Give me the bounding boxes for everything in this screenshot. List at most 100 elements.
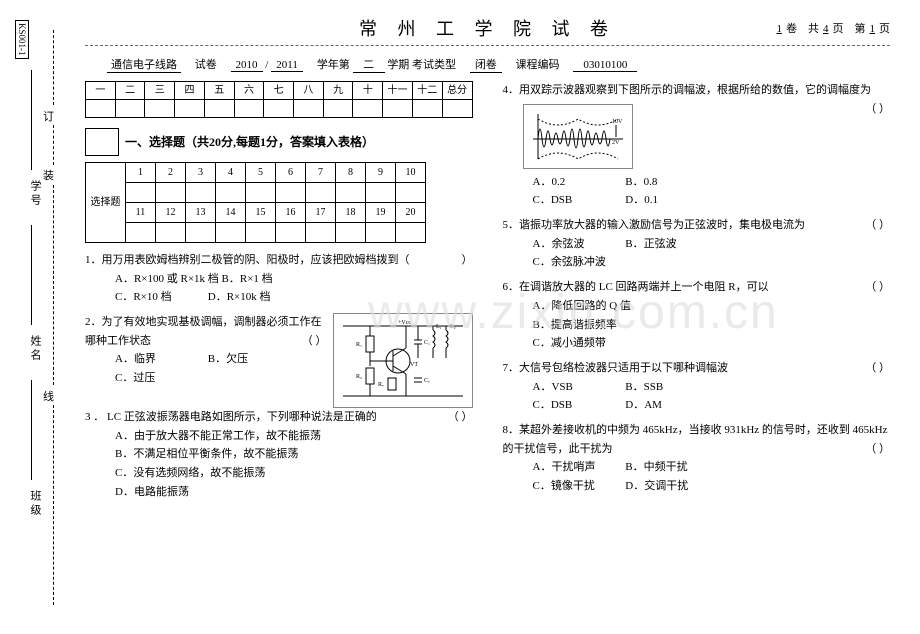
q5-optA: A．余弦波	[533, 235, 623, 254]
svg-text:Cₑ: Cₑ	[424, 378, 430, 384]
q8-optC: C．镜像干扰	[533, 477, 623, 496]
q6-optA: A．降低回路的 Q 值	[533, 297, 891, 316]
ding-label: 订	[43, 108, 54, 124]
question-6: 6．在调谐放大器的 LC 回路两端并上一个电阻 R，可以（ ） A．降低回路的 …	[503, 278, 891, 353]
q1-optC: C．R×10 档	[115, 288, 205, 307]
year-from: 2010	[231, 59, 263, 72]
choice-num: 13	[186, 203, 216, 223]
choice-table: 选择题 1 2 3 4 5 6 7 8 9 10 11 12 13	[85, 162, 426, 243]
choice-num: 8	[336, 163, 366, 183]
svg-text:VT: VT	[410, 362, 418, 368]
score-hdr: 五	[204, 82, 234, 100]
doc-code: KS001-1	[15, 20, 29, 59]
choice-num: 19	[366, 203, 396, 223]
q2-optA: A．临界	[115, 350, 205, 369]
choice-num: 1	[126, 163, 156, 183]
year-to: 2011	[271, 59, 303, 72]
binding-lines: 订 装 线 学 号 姓 名 班 级	[47, 30, 67, 604]
choice-num: 7	[306, 163, 336, 183]
question-4: 4．用双踪示波器观察到下图所示的调幅波，根据所给的数值，它的调幅度为（ ） 10…	[503, 81, 891, 210]
q1-text: 1．用万用表欧姆档辨别二极管的阴、阳极时，应该把欧姆档拨到（	[85, 254, 410, 266]
q2-text: 2．为了有效地实现基极调幅，调制器必须工作在哪种工作状态	[85, 316, 322, 347]
score-hdr: 四	[175, 82, 205, 100]
lbl-shijuan: 试卷	[195, 59, 217, 71]
svg-text:+Vcc: +Vcc	[398, 320, 411, 326]
q3-optC: C．没有选频网络，故不能振荡	[115, 464, 473, 483]
q6-optB: B．提高谐振频率	[533, 316, 891, 335]
content-columns: 一 二 三 四 五 六 七 八 九 十 十一 十二 总分	[85, 81, 890, 508]
choice-num: 14	[216, 203, 246, 223]
q3-optA: A．由于放大器不能正常工作，故不能振荡	[115, 427, 473, 446]
q4-optA: A．0.2	[533, 173, 623, 192]
course-name: 通信电子线路	[107, 56, 181, 73]
score-hdr: 七	[264, 82, 294, 100]
q1-optD: D．R×10k 档	[208, 288, 298, 307]
binding-strip: KS001-1 订 装 线 学 号 姓 名 班 级	[15, 20, 70, 614]
choice-label: 选择题	[86, 163, 126, 243]
q3-text: 3 ． LC 正弦波振荡器电路如图所示，下列哪种说法是正确的	[85, 411, 377, 423]
score-table: 一 二 三 四 五 六 七 八 九 十 十一 十二 总分	[85, 81, 473, 118]
total-pages: 4	[819, 23, 833, 35]
question-7: 7．大信号包络检波器只适用于以下哪种调幅波（ ） A．VSB B．SSB C．D…	[503, 359, 891, 415]
xian-label: 线	[43, 388, 54, 404]
choice-num: 9	[366, 163, 396, 183]
exam-page: www.zixin.com.cn KS001-1 订 装 线 学 号 姓 名 班…	[0, 0, 920, 634]
q3-options: A．由于放大器不能正常工作，故不能振荡 B．不满足相位平衡条件，故不能振荡 C．…	[85, 427, 473, 502]
choice-num: 18	[336, 203, 366, 223]
q3-optB: B．不满足相位平衡条件，故不能振荡	[115, 445, 473, 464]
question-2: +Vcc R₁ R₂ VT	[85, 313, 473, 388]
score-hdr: 十	[353, 82, 383, 100]
page-no: 1	[866, 23, 880, 35]
q7-optA: A．VSB	[533, 378, 623, 397]
score-cell	[86, 100, 116, 118]
score-hdr: 十一	[383, 82, 413, 100]
choice-num: 15	[246, 203, 276, 223]
choice-num: 4	[216, 163, 246, 183]
lbl-code: 课程编码	[516, 59, 560, 71]
score-hdr: 九	[323, 82, 353, 100]
vol-no: 1	[773, 23, 787, 35]
left-column: 一 二 三 四 五 六 七 八 九 十 十一 十二 总分	[85, 81, 473, 508]
q1-options: A．R×100 或 R×1k 档 B．R×1 档 C．R×10 档 D．R×10…	[85, 270, 473, 307]
question-8: 8．某超外差接收机的中频为 465kHz，当接收 931kHz 的信号时，还收到…	[503, 421, 891, 496]
question-1: 1．用万用表欧姆档辨别二极管的阴、阳极时，应该把欧姆档拨到（） A．R×100 …	[85, 251, 473, 307]
q2-optB: B．欠压	[208, 350, 298, 369]
svg-text:L₁: L₁	[436, 324, 442, 330]
q7-paren: （ ）	[865, 359, 890, 378]
q5-options: A．余弦波 B．正弦波 C．余弦脉冲波	[503, 235, 891, 272]
q7-optB: B．SSB	[625, 378, 715, 397]
exam-title-line: 通信电子线路 试卷 2010 / 2011 学年第 二 学期 考试类型 闭卷 课…	[85, 56, 890, 73]
xuehao-label: 学 号	[27, 180, 43, 205]
q6-text: 6．在调谐放大器的 LC 回路两端并上一个电阻 R，可以	[503, 281, 769, 293]
q5-optC: C．余弦脉冲波	[533, 253, 623, 272]
q5-paren: （ ）	[865, 216, 890, 235]
q4-optC: C．DSB	[533, 191, 623, 210]
q8-optA: A．干扰哨声	[533, 458, 623, 477]
xingming-label: 姓 名	[27, 335, 43, 360]
score-hdr: 三	[145, 82, 175, 100]
svg-text:L₂: L₂	[450, 324, 456, 330]
q7-text: 7．大信号包络检波器只适用于以下哪种调幅波	[503, 362, 729, 374]
q8-text: 8．某超外差接收机的中频为 465kHz，当接收 931kHz 的信号时，还收到…	[503, 424, 888, 455]
section-1-text: 一、选择题（共20分,每题1分，答案填入表格）	[125, 132, 374, 152]
semester: 二	[353, 56, 385, 73]
q1-optB: B．R×1 档	[222, 270, 312, 289]
q6-options: A．降低回路的 Q 值 B．提高谐振频率 C．减小通频带	[503, 297, 891, 353]
q8-optB: B．中频干扰	[625, 458, 715, 477]
right-column: 4．用双踪示波器观察到下图所示的调幅波，根据所给的数值，它的调幅度为（ ） 10…	[503, 81, 891, 508]
institution-title: 常 州 工 学 院 试 卷	[85, 15, 890, 41]
q4-optB: B．0.8	[625, 173, 715, 192]
q8-paren: （ ）	[865, 440, 890, 459]
score-hdr: 总分	[442, 82, 472, 100]
q4-paren: （ ）	[865, 100, 890, 119]
svg-text:C₁: C₁	[424, 340, 430, 346]
question-5: 5．谐振功率放大器的输入激励信号为正弦波时，集电极电流为（ ） A．余弦波 B．…	[503, 216, 891, 272]
q8-options: A．干扰哨声 B．中频干扰 C．镜像干扰 D．交调干扰	[503, 458, 891, 495]
choice-num: 20	[396, 203, 426, 223]
course-code: 03010100	[573, 59, 637, 72]
q2-optC: C．过压	[115, 369, 205, 388]
svg-text:R₂: R₂	[356, 374, 362, 380]
circuit-diagram: +Vcc R₁ R₂ VT	[333, 313, 473, 408]
q1-optA: A．R×100 或 R×1k 档	[115, 270, 219, 289]
choice-num: 16	[276, 203, 306, 223]
